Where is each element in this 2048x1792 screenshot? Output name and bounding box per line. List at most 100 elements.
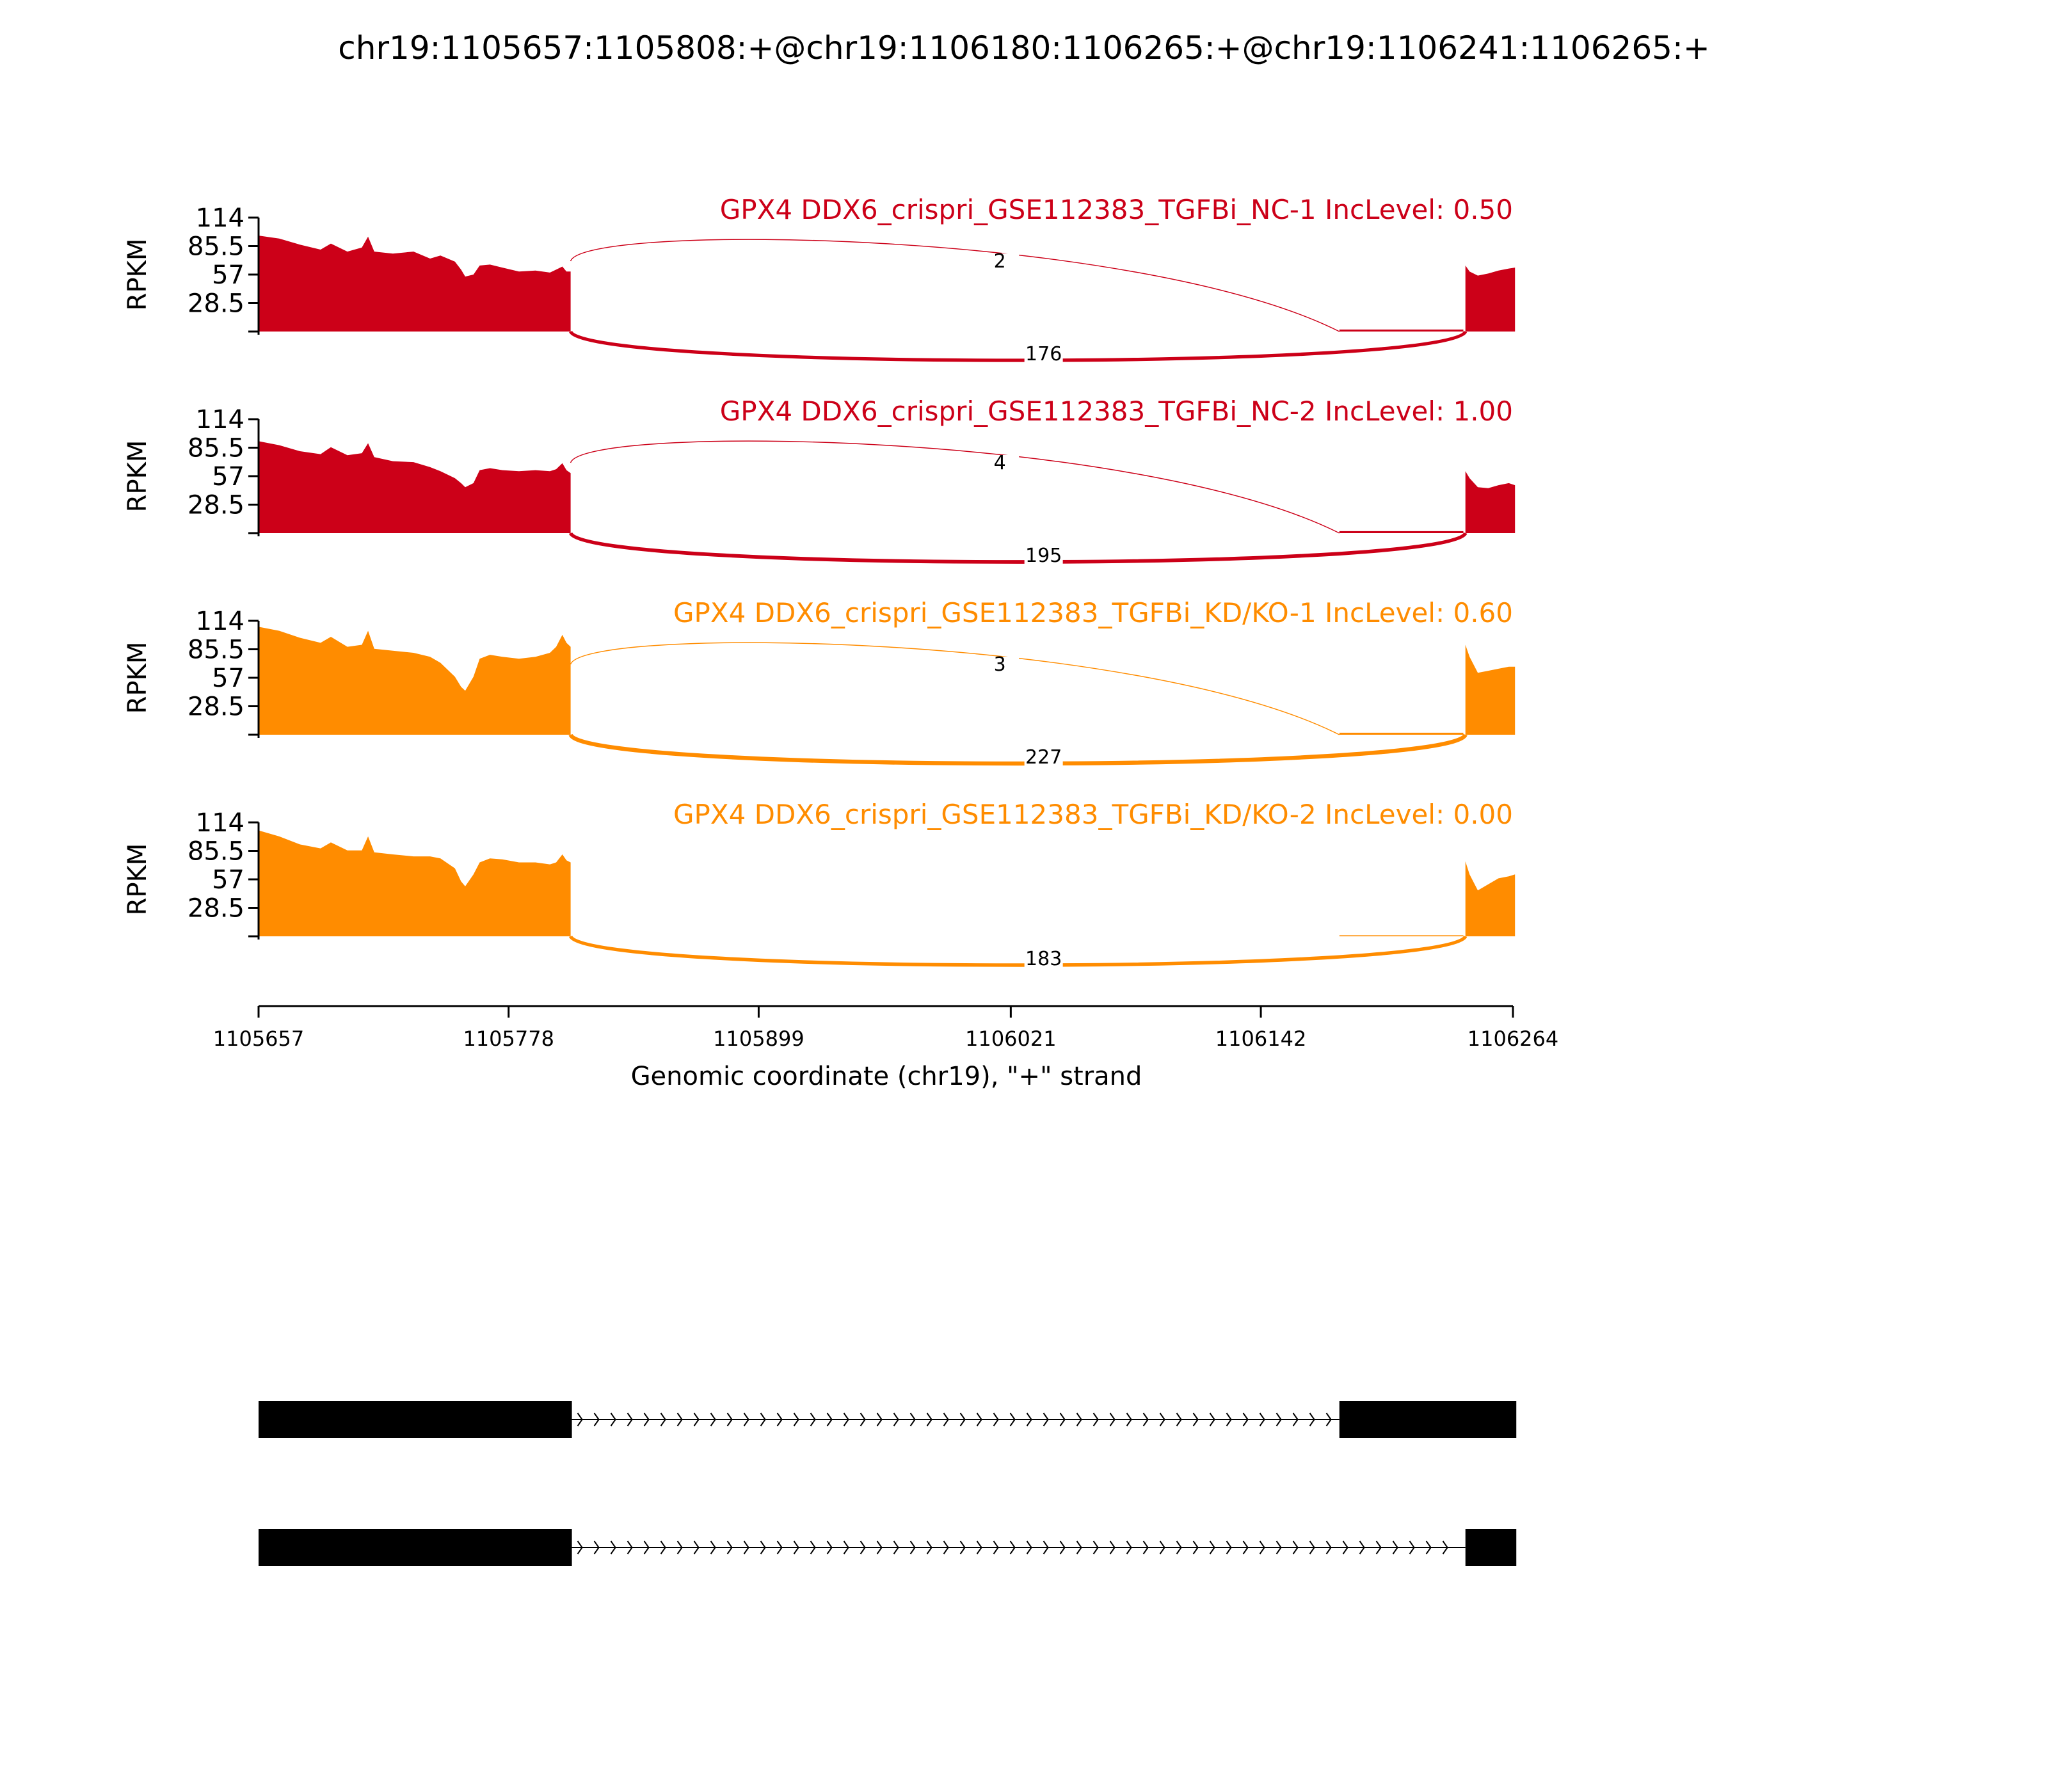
strand-chevron-icon [1059,1412,1066,1427]
strand-chevron-icon [1309,1412,1315,1427]
strand-chevron-icon [1059,1540,1066,1555]
strand-chevron-icon [843,1412,849,1427]
strand-chevron-icon [1276,1540,1282,1555]
plot-title: chr19:1105657:1105808:+@chr19:1106180:11… [338,29,1709,67]
strand-chevron-icon [726,1412,733,1427]
strand-chevron-icon [710,1540,716,1555]
coverage-area-upstream [259,441,571,533]
strand-chevron-icon [610,1412,616,1427]
strand-chevron-icon [610,1540,616,1555]
y-tick-label: 28.5 [188,692,244,722]
strand-chevron-icon [843,1540,849,1555]
junction-count: 176 [1025,343,1062,365]
strand-chevron-icon [959,1540,966,1555]
strand-chevron-icon [860,1412,866,1427]
y-tick-label: 85.5 [188,837,244,867]
strand-chevron-icon [959,1412,966,1427]
coverage-area-skipped [1339,531,1464,533]
strand-chevron-icon [726,1540,733,1555]
strand-chevron-icon [1276,1412,1282,1427]
y-axis-label: RPKM [123,844,152,916]
exon-block [1465,1529,1517,1566]
coverage-area-skipped [1339,732,1464,735]
y-tick-label: 114 [196,204,244,233]
strand-chevron-icon [1076,1540,1082,1555]
strand-chevron-icon [926,1412,932,1427]
strand-chevron-icon [643,1412,650,1427]
junction-count: 227 [1025,746,1062,769]
sample-label: GPX4 DDX6_crispri_GSE112383_TGFBi_KD/KO-… [673,597,1513,628]
coverage-area-skipped [1339,935,1464,936]
strand-chevron-icon [1226,1412,1232,1427]
strand-chevron-icon [1109,1540,1116,1555]
y-tick-label: 28.5 [188,289,244,319]
junction-label-bg [980,455,1020,474]
strand-chevron-icon [793,1540,799,1555]
y-tick-label: 57 [212,664,244,693]
junction-arc [570,642,1340,735]
strand-chevron-icon [1309,1540,1315,1555]
coverage-area-upstream [259,830,571,936]
x-tick-label: 1106021 [965,1027,1057,1051]
strand-chevron-icon [860,1540,866,1555]
junction-label-bg [980,657,1020,676]
strand-chevron-icon [627,1540,633,1555]
x-tick-label: 1105778 [463,1027,554,1051]
exon-block [259,1401,572,1438]
strand-chevron-icon [943,1412,949,1427]
junction-label-bg [1024,346,1063,365]
strand-chevron-icon [1292,1412,1299,1427]
x-axis-label: Genomic coordinate (chr19), "+" strand [631,1062,1142,1091]
junction-label-bg [1024,548,1063,567]
junction-count: 195 [1025,545,1062,567]
strand-chevron-icon [1342,1540,1348,1555]
strand-chevron-icon [1392,1540,1398,1555]
strand-chevron-icon [993,1412,999,1427]
strand-chevron-icon [976,1540,982,1555]
strand-chevron-icon [577,1540,583,1555]
strand-chevron-icon [893,1540,899,1555]
strand-chevron-icon [1359,1540,1365,1555]
y-axis-label: RPKM [123,440,152,513]
junction-label-bg [1024,749,1063,769]
strand-chevron-icon [760,1540,766,1555]
junction-arc [568,733,1468,766]
coverage-area-skipped [1339,329,1464,332]
x-axis: 1105657 1105778 1105899 1106021 1106142 11062… [213,1005,1558,1051]
strand-chevron-icon [676,1412,683,1427]
strand-chevron-icon [1126,1540,1132,1555]
strand-chevron-icon [577,1412,583,1427]
junction-arc [569,935,1468,967]
strand-chevron-icon [710,1412,716,1427]
isoform [259,1401,1517,1438]
x-tick-label: 1106142 [1215,1027,1307,1051]
strand-chevron-icon [1026,1412,1032,1427]
strand-chevron-icon [1192,1412,1199,1427]
strand-chevron-icon [1226,1540,1232,1555]
junction-count: 183 [1025,948,1062,970]
strand-chevron-icon [1126,1412,1132,1427]
strand-chevron-icon [1142,1540,1149,1555]
strand-chevron-icon [1259,1412,1265,1427]
sample-label: GPX4 DDX6_crispri_GSE112383_TGFBi_KD/KO-… [673,799,1513,830]
strand-chevron-icon [693,1412,700,1427]
strand-chevron-icon [810,1412,816,1427]
y-tick-label: 85.5 [188,434,244,463]
sample-label: GPX4 DDX6_crispri_GSE112383_TGFBi_NC-2 I… [720,396,1513,427]
y-tick-label: 57 [212,260,244,290]
y-axis-label: RPKM [123,239,152,311]
isoform-track [259,1401,1517,1566]
strand-chevron-icon [810,1540,816,1555]
strand-chevron-icon [893,1412,899,1427]
y-tick-label: 28.5 [188,894,244,924]
y-tick-label: 85.5 [188,636,244,665]
coverage-area-upstream [259,627,571,735]
y-tick-label: 114 [196,405,244,435]
junction-arc [569,330,1468,362]
strand-chevron-icon [593,1540,600,1555]
strand-chevron-icon [1325,1540,1332,1555]
junction-arc [570,440,1340,534]
strand-chevron-icon [1425,1540,1432,1555]
